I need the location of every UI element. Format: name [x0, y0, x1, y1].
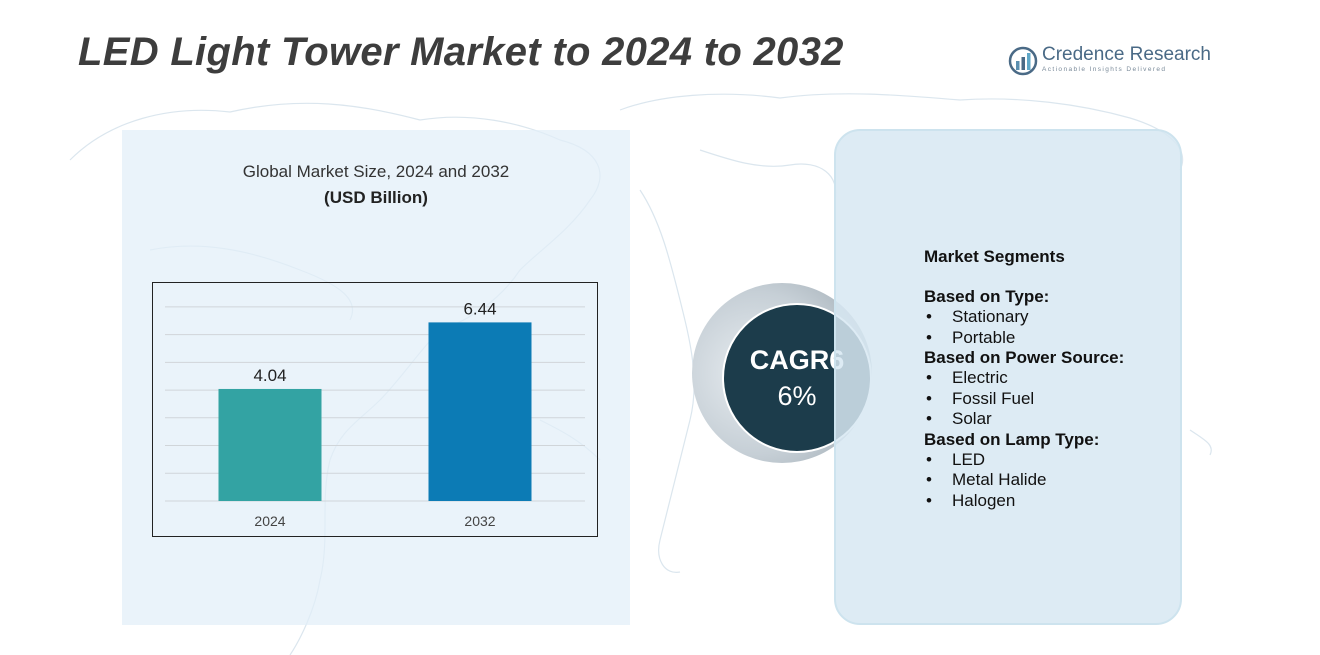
brand-logo: Credence Research Actionable Insights De…	[1008, 44, 1211, 78]
segments-panel: Market Segments Based on Type: • Stationar…	[834, 129, 1182, 625]
segment-item-label: Portable	[952, 327, 1016, 347]
page-title: LED Light Tower Market to 2024 to 2032	[78, 30, 844, 74]
chart-title: Global Market Size, 2024 and 2032	[242, 162, 510, 181]
segment-item-label: Halogen	[952, 490, 1016, 510]
segment-item: • Halogen	[924, 491, 1174, 512]
segment-item-label: Stationary	[952, 307, 1029, 326]
x-tick-label: 2032	[464, 513, 495, 529]
segment-item-label: Electric	[952, 368, 1008, 387]
segment-item-label: LED	[952, 449, 986, 469]
segment-item: • LED	[924, 450, 1174, 471]
data-label: 4.04	[253, 366, 286, 385]
bullet-icon: •	[926, 307, 932, 326]
bar-2032	[428, 322, 532, 501]
bar-chart: 4.04 2024 6.44 2032	[165, 299, 585, 529]
brand-name: Credence Research	[1042, 44, 1211, 65]
segment-item-label: Metal Halide	[952, 470, 1047, 489]
plot-area: 4.04 2024 6.44 2032	[152, 282, 598, 537]
bullet-icon: •	[926, 327, 932, 347]
segment-item: • Metal Halide	[924, 470, 1174, 491]
x-tick-label: 2024	[254, 513, 285, 529]
chart-panel: Global Market Size, 2024 and 2032 (USD B…	[122, 130, 630, 625]
segment-group-heading: Based on Lamp Type:	[924, 429, 1100, 449]
bar-2024	[218, 388, 322, 501]
segments-title: Market Segments	[924, 247, 1065, 266]
bar-chart-logo-icon	[1008, 46, 1038, 76]
segment-item-label: Solar	[952, 409, 992, 428]
bullet-icon: •	[926, 470, 932, 489]
segment-item: • Fossil Fuel	[924, 389, 1174, 410]
bullet-icon: •	[926, 449, 932, 469]
bullet-icon: •	[926, 368, 932, 387]
segment-item: • Solar	[924, 409, 1174, 430]
segment-item-label: Fossil Fuel	[952, 388, 1035, 408]
chart-subtitle: (USD Billion)	[324, 188, 428, 207]
segment-item: • Stationary	[924, 307, 1174, 328]
segment-group-heading: Based on Type:	[924, 287, 1050, 306]
brand-tagline: Actionable Insights Delivered	[1042, 66, 1167, 73]
data-label: 6.44	[463, 299, 496, 318]
segment-item: • Electric	[924, 368, 1174, 389]
bullet-icon: •	[926, 490, 932, 510]
cagr-value: 6%	[777, 381, 817, 411]
cagr-label: CAGR6	[749, 345, 845, 375]
bullet-icon: •	[926, 409, 932, 428]
segment-item: • Portable	[924, 328, 1174, 349]
segment-group-heading: Based on Power Source:	[924, 348, 1125, 367]
bullet-icon: •	[926, 388, 932, 408]
segments-list: Market Segments Based on Type: • Stationar…	[924, 246, 1174, 511]
